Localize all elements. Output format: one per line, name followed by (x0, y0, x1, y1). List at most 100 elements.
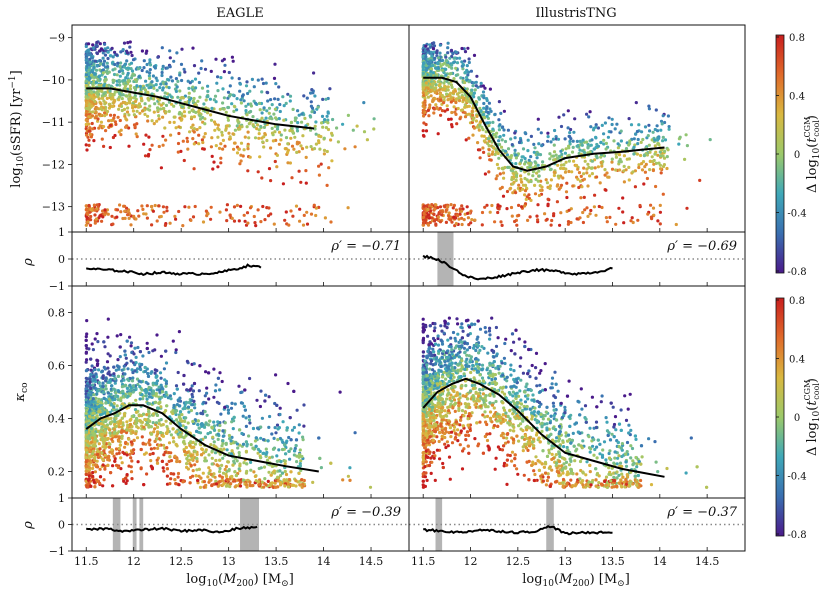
data-point (562, 113, 565, 116)
data-point (327, 166, 330, 169)
data-point (348, 466, 351, 469)
data-point (106, 57, 109, 60)
data-point (686, 144, 689, 147)
data-point (663, 150, 666, 153)
data-point (108, 370, 111, 373)
data-point (193, 130, 196, 133)
data-point (245, 113, 248, 116)
data-point (232, 427, 235, 430)
data-point (157, 114, 160, 117)
data-point (302, 94, 305, 97)
data-point (447, 82, 450, 85)
data-point (662, 165, 665, 168)
data-point (227, 91, 230, 94)
data-point (601, 124, 604, 127)
data-point (296, 121, 299, 124)
data-point (95, 69, 98, 72)
data-point (496, 174, 499, 177)
data-point (238, 162, 241, 165)
data-point (262, 145, 265, 148)
data-point (248, 418, 251, 421)
data-point (550, 224, 553, 227)
data-point (122, 480, 125, 483)
data-point (618, 153, 621, 156)
data-point (298, 220, 301, 223)
data-point (427, 114, 430, 117)
data-point (561, 176, 564, 179)
data-point (510, 206, 513, 209)
data-point (144, 80, 147, 83)
data-point (582, 221, 585, 224)
data-point (698, 179, 701, 182)
data-point (667, 114, 670, 117)
data-point (201, 141, 204, 144)
data-point (239, 83, 242, 86)
panel-eagle-ssfr: −9−10−11−12−13 (42, 25, 409, 232)
data-point (635, 101, 638, 104)
data-point (437, 132, 440, 135)
data-point (244, 109, 247, 112)
data-point (450, 203, 453, 206)
data-point (679, 136, 682, 139)
data-point (172, 436, 175, 439)
data-point (85, 352, 88, 355)
data-point (292, 108, 295, 111)
data-point (498, 100, 501, 103)
data-point (225, 465, 228, 468)
data-point (467, 216, 470, 219)
data-point (505, 207, 508, 210)
data-point (111, 464, 114, 467)
data-point (439, 209, 442, 212)
data-point (605, 147, 608, 150)
data-point (637, 166, 640, 169)
data-point (285, 210, 288, 213)
data-point (481, 211, 484, 214)
data-point (88, 144, 91, 147)
data-point (614, 168, 617, 171)
data-point (92, 62, 95, 65)
data-point (650, 217, 653, 220)
data-point (580, 175, 583, 178)
data-point (615, 123, 618, 126)
data-point (267, 471, 270, 474)
data-point (94, 73, 97, 76)
data-point (518, 162, 521, 165)
data-point (113, 63, 116, 66)
data-point (352, 129, 355, 132)
data-point (466, 64, 469, 67)
data-point (648, 168, 651, 171)
data-point (176, 80, 179, 83)
data-point (127, 72, 130, 75)
data-point (277, 98, 280, 101)
data-point (656, 219, 659, 222)
data-point (85, 84, 88, 87)
data-point (454, 113, 457, 116)
data-point (193, 64, 196, 67)
data-point (430, 51, 433, 54)
data-point (158, 117, 161, 120)
data-point (427, 96, 430, 99)
data-point (206, 90, 209, 93)
data-point (268, 415, 271, 418)
data-point (428, 43, 431, 46)
data-point (290, 121, 293, 124)
data-point (101, 484, 104, 487)
data-point (438, 52, 441, 55)
data-point (579, 140, 582, 143)
data-point (598, 205, 601, 208)
data-point (87, 77, 90, 80)
data-point (653, 153, 656, 156)
data-point (685, 207, 688, 210)
data-point (172, 340, 175, 343)
data-point (312, 71, 315, 74)
data-point (99, 124, 102, 127)
data-point (337, 140, 340, 143)
data-point (139, 368, 142, 371)
data-point (263, 218, 266, 221)
data-point (482, 90, 485, 93)
data-point (102, 57, 105, 60)
data-point (514, 136, 517, 139)
data-point (473, 54, 476, 57)
data-point (317, 135, 320, 138)
data-point (443, 88, 446, 91)
